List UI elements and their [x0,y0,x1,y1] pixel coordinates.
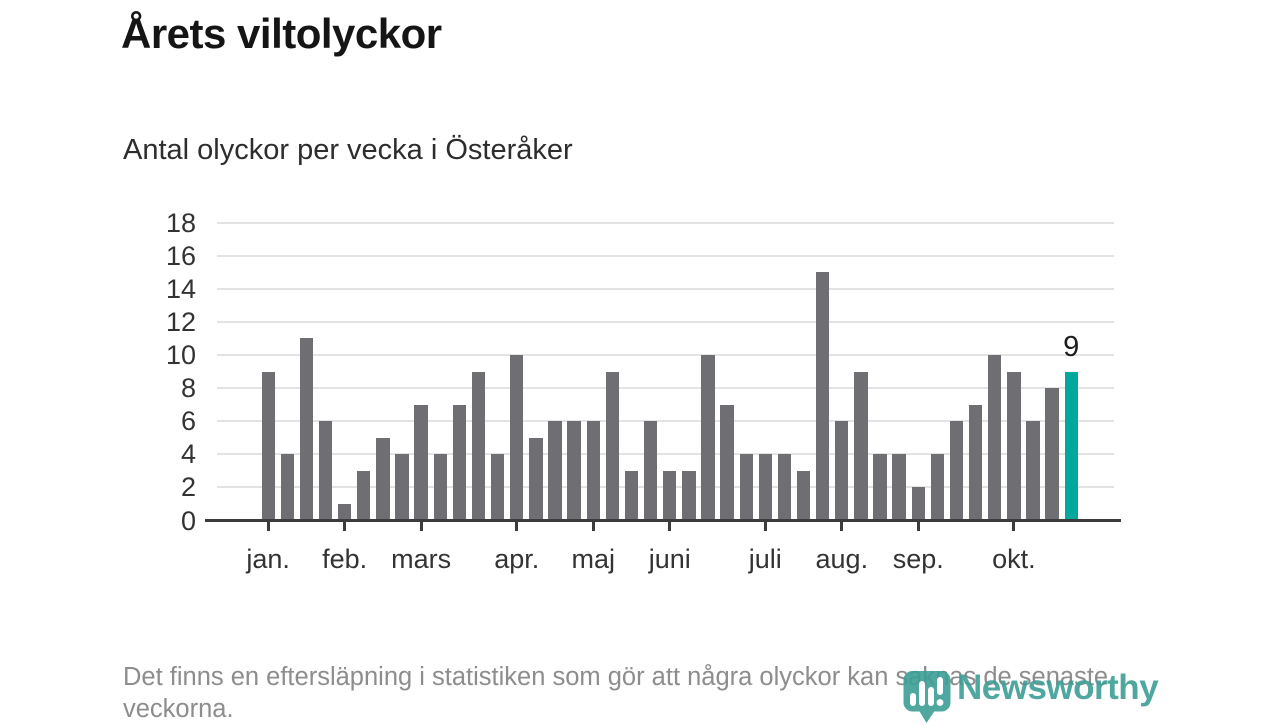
bar [529,437,543,521]
bar [624,470,639,521]
gridline [217,420,1114,423]
highlight-value-label: 9 [1063,330,1080,363]
x-axis-tick [668,522,672,531]
bar [815,272,830,521]
x-axis-tick-label: maj [571,543,615,574]
bar [949,421,964,521]
bar [968,404,983,521]
bar [796,470,811,521]
bar [701,354,715,521]
y-axis-tick-label: 14 [165,273,196,304]
y-axis-tick-label: 6 [180,406,196,437]
gridline [217,453,1114,456]
newsworthy-branding: Newsworthy [903,668,1183,723]
x-axis-tick-label: mars [391,543,452,574]
bar [892,454,906,521]
bar [720,404,734,521]
newsworthy-logo-icon [903,671,951,723]
x-axis-tick [419,522,423,531]
bar [548,421,562,521]
x-axis-tick [266,522,270,531]
bar [777,454,792,521]
x-axis-tick [343,522,347,531]
bar [663,470,677,521]
bar [586,421,600,521]
bar [280,454,294,521]
y-axis-tick-label: 18 [165,207,196,238]
bar [376,437,390,521]
bar [261,371,275,521]
bar [739,454,753,521]
y-axis-tick-label: 10 [165,339,196,370]
x-axis-tick [763,522,767,531]
y-axis-tick-label: 8 [180,373,196,404]
bar [490,454,505,521]
bar [854,371,868,521]
x-axis-line [205,519,1121,522]
x-axis-tick-label: aug. [815,543,869,574]
gridline [217,387,1114,390]
bar [299,338,314,521]
bar [357,470,371,521]
x-axis-tick [1012,522,1016,531]
gridline [217,287,1114,290]
gridline [217,221,1114,224]
bar [873,454,887,521]
bar [433,454,447,521]
bar [414,404,428,521]
y-axis-tick-label: 0 [180,505,196,536]
x-axis-tick [515,522,519,531]
y-axis-tick-label: 4 [180,439,196,470]
x-axis-tick-label: apr. [494,543,540,574]
bar [758,454,772,521]
x-axis-tick-label: okt. [992,543,1036,574]
x-axis-tick [591,522,595,531]
bar [471,371,486,521]
x-axis-tick-label: jan. [246,543,290,574]
bar [1026,421,1040,521]
bar-highlight [1064,371,1078,521]
x-axis-tick [916,522,920,531]
bar [682,470,696,521]
bar [567,421,581,521]
gridline [217,320,1114,323]
bar [510,354,524,521]
bar [835,421,849,521]
bar [930,454,945,521]
x-axis-tick-label: juli [748,543,782,574]
chart-subtitle: Antal olyckor per vecka i Österåker [123,134,573,166]
y-axis-tick-label: 16 [165,240,196,271]
newsworthy-wordmark: Newsworthy [957,668,1159,707]
x-axis-tick-label: sep. [892,543,944,574]
gridline [217,353,1114,356]
y-axis-tick-label: 2 [180,472,196,503]
bar [452,404,467,521]
bar [911,487,925,521]
chart-title: Årets viltolyckor [121,10,442,57]
x-axis-tick-label: juni [648,543,691,574]
bar [1007,371,1021,521]
x-axis-tick-label: feb. [322,543,368,574]
bar [605,371,620,521]
bar [318,421,333,521]
bar [643,421,658,521]
bar [1045,388,1059,521]
bar [395,454,409,521]
gridline [217,254,1114,257]
x-axis-tick [840,522,844,531]
y-axis-tick-label: 12 [165,306,196,337]
bar [988,354,1002,521]
bar [337,503,352,521]
